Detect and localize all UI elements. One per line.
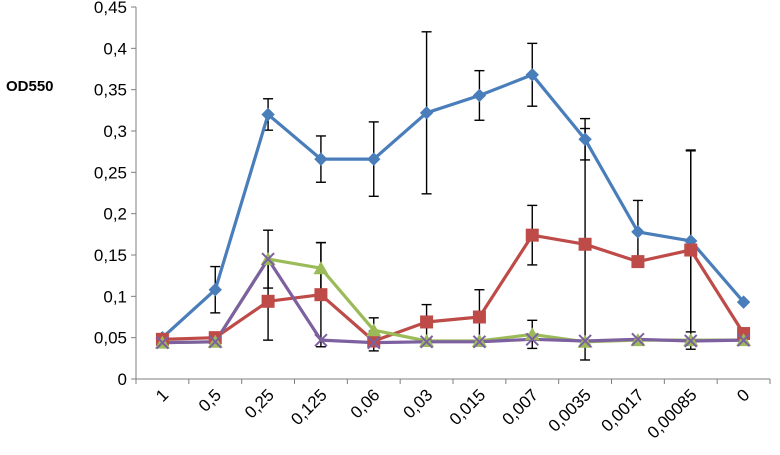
series-1-point <box>736 295 751 309</box>
x-tick-label: 0,25 <box>241 385 278 422</box>
series-2-line <box>162 233 745 343</box>
x-tick-labels: 1 0,5 0,25 0,125 0,06 0,03 0,015 0,007 0,0035 0,0… <box>152 385 753 442</box>
y-axis-label: OD550 <box>6 78 54 95</box>
y-tick-label: 0,05 <box>94 329 127 348</box>
series-2-point <box>314 288 328 302</box>
series-2-point <box>472 310 486 324</box>
x-tick-label: 0,5 <box>195 385 225 415</box>
series-markers <box>154 68 752 350</box>
series-3-point <box>524 327 540 341</box>
y-tick-label: 0,2 <box>103 205 127 224</box>
series-4-point <box>578 334 592 348</box>
y-tick-label: 0,4 <box>103 39 127 58</box>
x-tick-label: 0,00085 <box>644 385 701 442</box>
series-1-line <box>161 73 745 339</box>
y-tick-label: 0,35 <box>94 81 127 100</box>
series-1-point <box>578 132 592 146</box>
y-tick-label: 0,25 <box>94 163 127 182</box>
series-4-point <box>367 335 381 350</box>
x-tick-label: 0,0035 <box>545 385 595 435</box>
error-bars <box>210 31 696 361</box>
series-1-point <box>367 152 381 166</box>
series-3-point <box>313 261 329 275</box>
x-tick-label: 0,03 <box>400 385 437 422</box>
x-tick-label: 0,007 <box>499 385 543 429</box>
series-1-point <box>261 107 275 122</box>
series-1-point <box>631 225 645 239</box>
series-4-point <box>684 334 698 348</box>
series-1-point <box>419 106 434 120</box>
y-tick-labels: 0 0,05 0,1 0,15 0,2 0,25 0,3 0,35 0,4 0,45 <box>94 0 127 389</box>
series-1-point <box>525 68 539 82</box>
marker-stroke <box>578 334 592 348</box>
series-2-point <box>420 315 434 329</box>
x-tick-label: 0 <box>733 385 753 405</box>
y-tick-label: 0,15 <box>94 246 127 265</box>
series-4-point <box>208 335 222 349</box>
series-4-point <box>419 335 434 349</box>
series-3-line <box>162 257 744 345</box>
series-2-point <box>525 228 539 242</box>
y-tick-label: 0 <box>118 370 127 389</box>
marker-stroke <box>472 335 487 349</box>
marker-stroke <box>155 335 170 350</box>
marker-stroke <box>367 335 381 350</box>
series-4-point <box>314 333 328 347</box>
marker-stroke <box>631 332 645 347</box>
series-1-point <box>208 283 222 297</box>
marker-stroke <box>208 335 222 349</box>
y-tick-label: 0,45 <box>94 0 127 17</box>
series-4-point <box>736 333 751 347</box>
marker-stroke <box>314 333 328 347</box>
x-tick-label: 1 <box>152 385 172 405</box>
series-1-point <box>472 88 487 103</box>
series-1-point <box>314 152 328 166</box>
series-4-point <box>631 332 645 347</box>
series-4-point <box>155 335 170 350</box>
x-tick-label: 0,0017 <box>598 385 648 435</box>
x-tick-label: 0,06 <box>347 385 384 422</box>
y-tick-label: 0,3 <box>103 122 127 141</box>
series-4-point <box>261 252 275 266</box>
series-4-point <box>472 335 487 349</box>
series-lines <box>161 73 745 345</box>
marker-stroke <box>419 335 434 349</box>
series-2-point <box>684 243 698 257</box>
marker-stroke <box>525 332 539 347</box>
marker-stroke <box>261 252 275 266</box>
x-tick-label: 0,125 <box>287 385 331 429</box>
series-3-point <box>366 323 382 337</box>
y-tick-label: 0,1 <box>103 287 127 306</box>
series-4-point <box>525 332 539 347</box>
axes <box>131 6 771 384</box>
series-2-point <box>578 237 592 251</box>
series-2-point <box>367 334 381 348</box>
marker-stroke <box>736 333 751 347</box>
x-tick-label: 0,015 <box>446 385 490 429</box>
series-4-line <box>162 257 744 345</box>
marker-stroke <box>684 334 698 348</box>
series-2-point <box>261 294 275 308</box>
series-2-point <box>631 255 645 269</box>
